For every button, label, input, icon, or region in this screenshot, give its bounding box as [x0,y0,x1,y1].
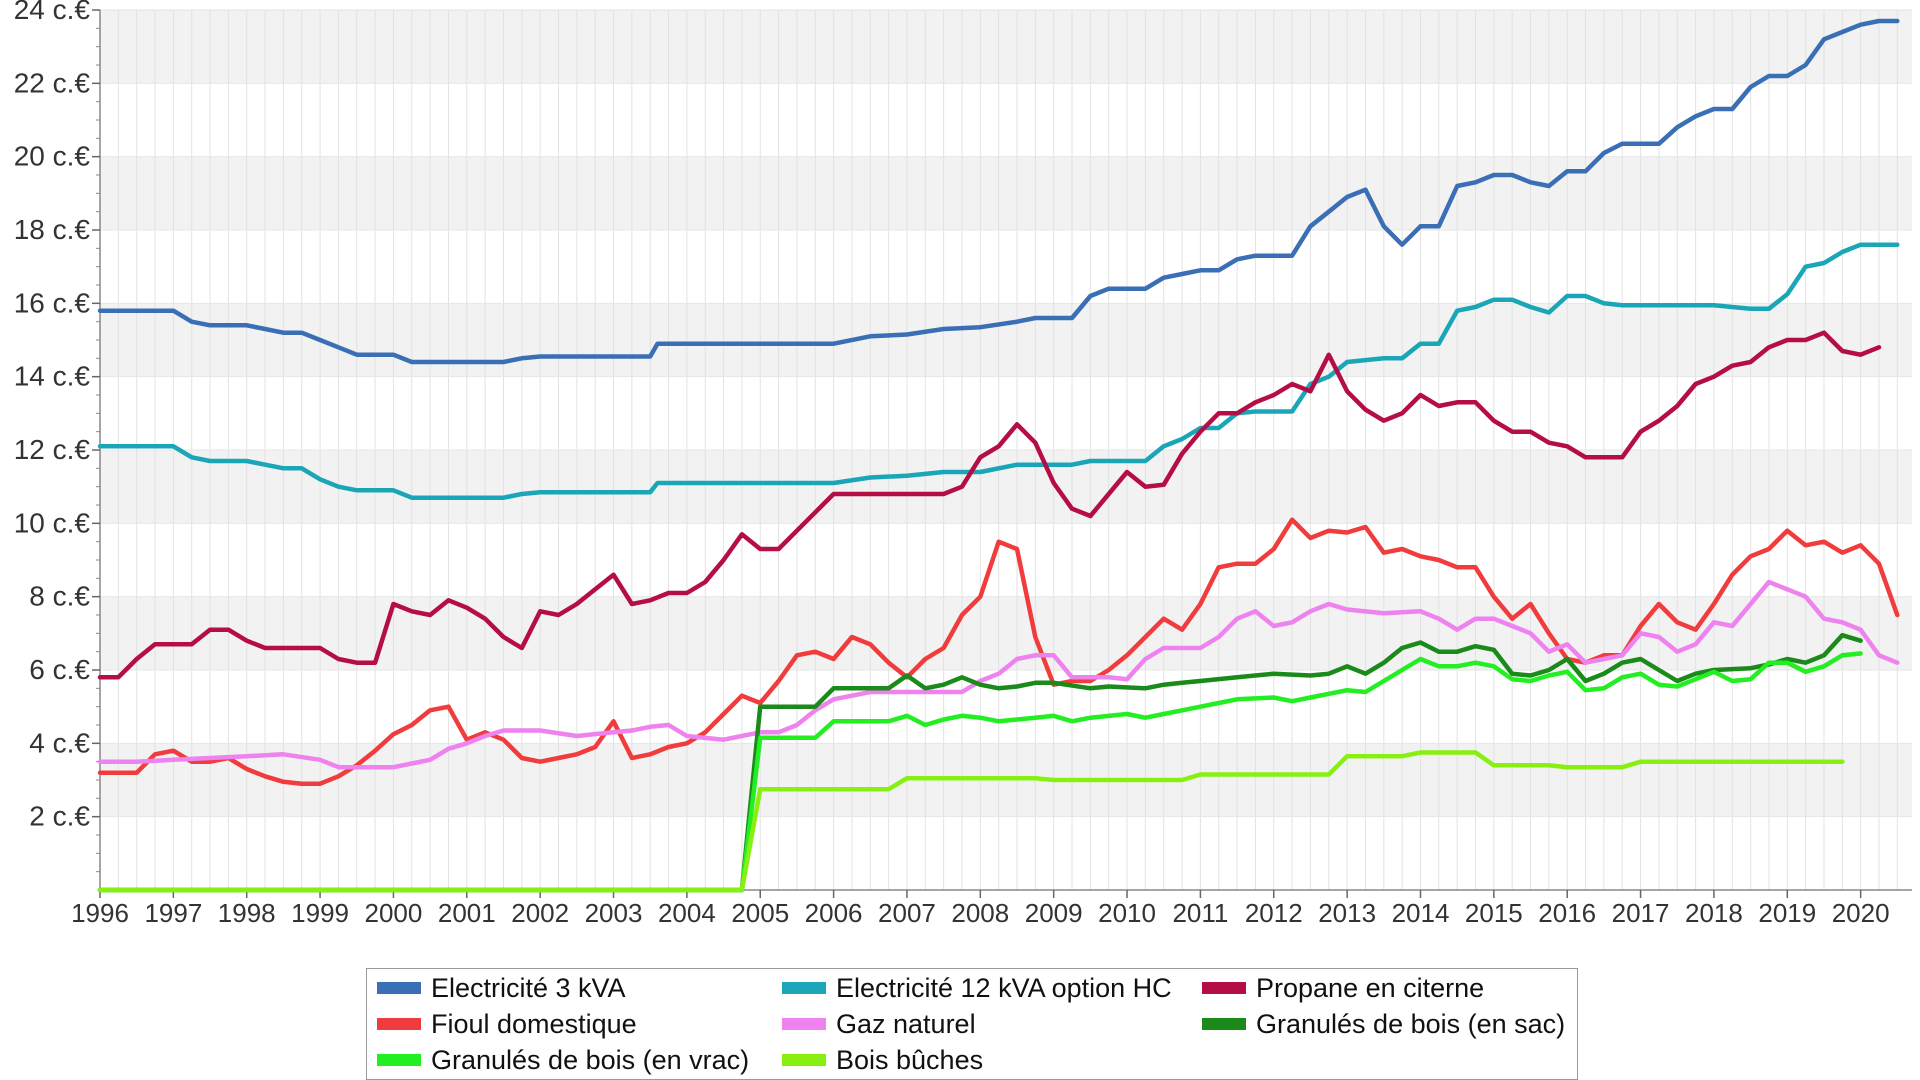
y-tick-label: 4 c.€ [29,727,90,758]
x-tick-label: 2000 [365,898,423,928]
x-tick-label: 2012 [1245,898,1303,928]
x-tick-label: 2007 [878,898,936,928]
legend-label: Electricité 12 kVA option HC [836,972,1172,1003]
x-tick-label: 2017 [1612,898,1670,928]
background-band [100,10,1912,84]
y-tick-label: 22 c.€ [14,67,91,98]
series-line [97,517,1900,786]
y-tick-label: 8 c.€ [29,581,90,612]
legend-item: Granulés de bois (en vrac) [377,1043,749,1077]
legend-swatch [782,1018,826,1030]
y-tick-label: 20 c.€ [14,141,91,172]
x-tick-label: 2013 [1318,898,1376,928]
series-line [97,579,1900,770]
x-tick-label: 1998 [218,898,276,928]
series-line [97,18,1900,365]
series-line [97,651,1863,893]
legend-swatch [782,982,826,994]
x-tick-label: 2003 [585,898,643,928]
y-tick-label: 2 c.€ [29,801,90,832]
x-tick-label: 2014 [1392,898,1450,928]
legend-swatch [1202,1018,1246,1030]
legend-swatch [377,982,421,994]
legend-label: Bois bûches [836,1044,984,1075]
x-tick-label: 2006 [805,898,863,928]
x-tick-label: 1996 [71,898,129,928]
y-tick-label: 24 c.€ [14,0,91,25]
legend-label: Fioul domestique [431,1008,637,1039]
series-line [97,330,1882,680]
y-tick-label: 14 c.€ [14,361,91,392]
legend-item: Electricité 12 kVA option HC [782,971,1172,1005]
x-tick-label: 2002 [511,898,569,928]
x-tick-label: 2001 [438,898,496,928]
background-band [100,450,1912,524]
x-tick-label: 2016 [1538,898,1596,928]
y-tick-label: 18 c.€ [14,214,91,245]
series-line [97,750,1845,893]
x-tick-label: 2011 [1172,898,1228,928]
x-axis-tick-labels: 1996 1997 1998 1999 2000 2001 2002 2003 2004 2005… [71,890,1890,928]
y-axis-tick-labels: 2 c.€ 4 c.€ 6 c.€ 8 c.€ 10 c.€ 12 c.€ 14 c.€ 16… [14,0,100,873]
x-tick-label: 1999 [291,898,349,928]
legend-item: Bois bûches [782,1043,983,1077]
background-band [100,303,1912,377]
legend-label: Granulés de bois (en sac) [1256,1008,1566,1039]
legend-swatch [377,1054,421,1066]
background-band [100,156,1912,230]
x-tick-label: 2015 [1465,898,1523,928]
legend-label: Propane en citerne [1256,972,1485,1003]
legend-item: Granulés de bois (en sac) [1202,1007,1565,1041]
background-bands [100,10,1912,817]
y-tick-label: 10 c.€ [14,507,91,538]
y-tick-label: 16 c.€ [14,287,91,318]
x-tick-label: 2009 [1025,898,1083,928]
series-lines [97,18,1900,893]
series-line [97,242,1900,500]
series-line [97,632,1863,893]
y-tick-label: 6 c.€ [29,654,90,685]
legend-item: Gaz naturel [782,1007,976,1041]
legend-swatch [1202,982,1246,994]
x-tick-label: 2010 [1098,898,1156,928]
x-tick-label: 2018 [1685,898,1743,928]
legend-swatch [377,1018,421,1030]
legend-item: Fioul domestique [377,1007,637,1041]
legend-swatch [782,1054,826,1066]
legend-label: Gaz naturel [836,1008,976,1039]
legend-item: Electricité 3 kVA [377,971,626,1005]
line-chart: 2 c.€ 4 c.€ 6 c.€ 8 c.€ 10 c.€ 12 c.€ 14 c.€ 16… [14,0,1912,928]
x-tick-label: 2005 [731,898,789,928]
x-tick-label: 2020 [1832,898,1890,928]
legend-label: Electricité 3 kVA [431,972,626,1003]
legend-label: Granulés de bois (en vrac) [431,1044,750,1075]
x-tick-label: 1997 [144,898,202,928]
y-tick-label: 12 c.€ [14,434,91,465]
legend-item: Propane en citerne [1202,971,1484,1005]
x-tick-label: 2019 [1758,898,1816,928]
legend: Electricité 3 kVA Electricité 12 kVA opti… [366,968,1578,1080]
x-tick-label: 2008 [951,898,1009,928]
x-tick-label: 2004 [658,898,716,928]
